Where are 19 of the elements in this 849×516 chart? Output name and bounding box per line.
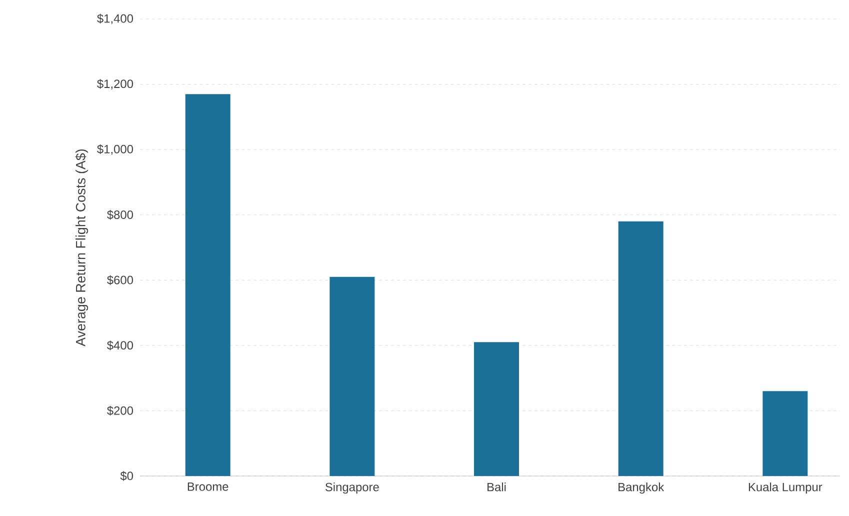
y-tick-label: $1,000 bbox=[97, 144, 134, 155]
x-tick-label: Bali bbox=[488, 482, 506, 492]
x-tick-label: Bangkok bbox=[618, 482, 664, 494]
y-tick-label: $400 bbox=[107, 340, 134, 350]
y-tick-label: $800 bbox=[107, 210, 134, 220]
bar bbox=[762, 391, 808, 476]
bar bbox=[618, 221, 664, 476]
x-tick-label: Broome bbox=[188, 482, 228, 491]
y-tick-label: $0 bbox=[120, 471, 134, 481]
y-tick-label: $1,400 bbox=[97, 14, 134, 24]
bar bbox=[185, 94, 230, 476]
y-tick-label: $600 bbox=[107, 275, 134, 285]
bar bbox=[330, 276, 375, 476]
x-tick-label: Kuala Lumpur bbox=[748, 482, 822, 494]
x-tick-label: Singapore bbox=[325, 482, 379, 494]
y-axis-title: Average Return Flight Costs (A$) bbox=[75, 149, 88, 346]
y-tick-label: $1,200 bbox=[97, 79, 134, 90]
y-tick-label: $200 bbox=[107, 406, 134, 416]
bar bbox=[474, 342, 519, 476]
